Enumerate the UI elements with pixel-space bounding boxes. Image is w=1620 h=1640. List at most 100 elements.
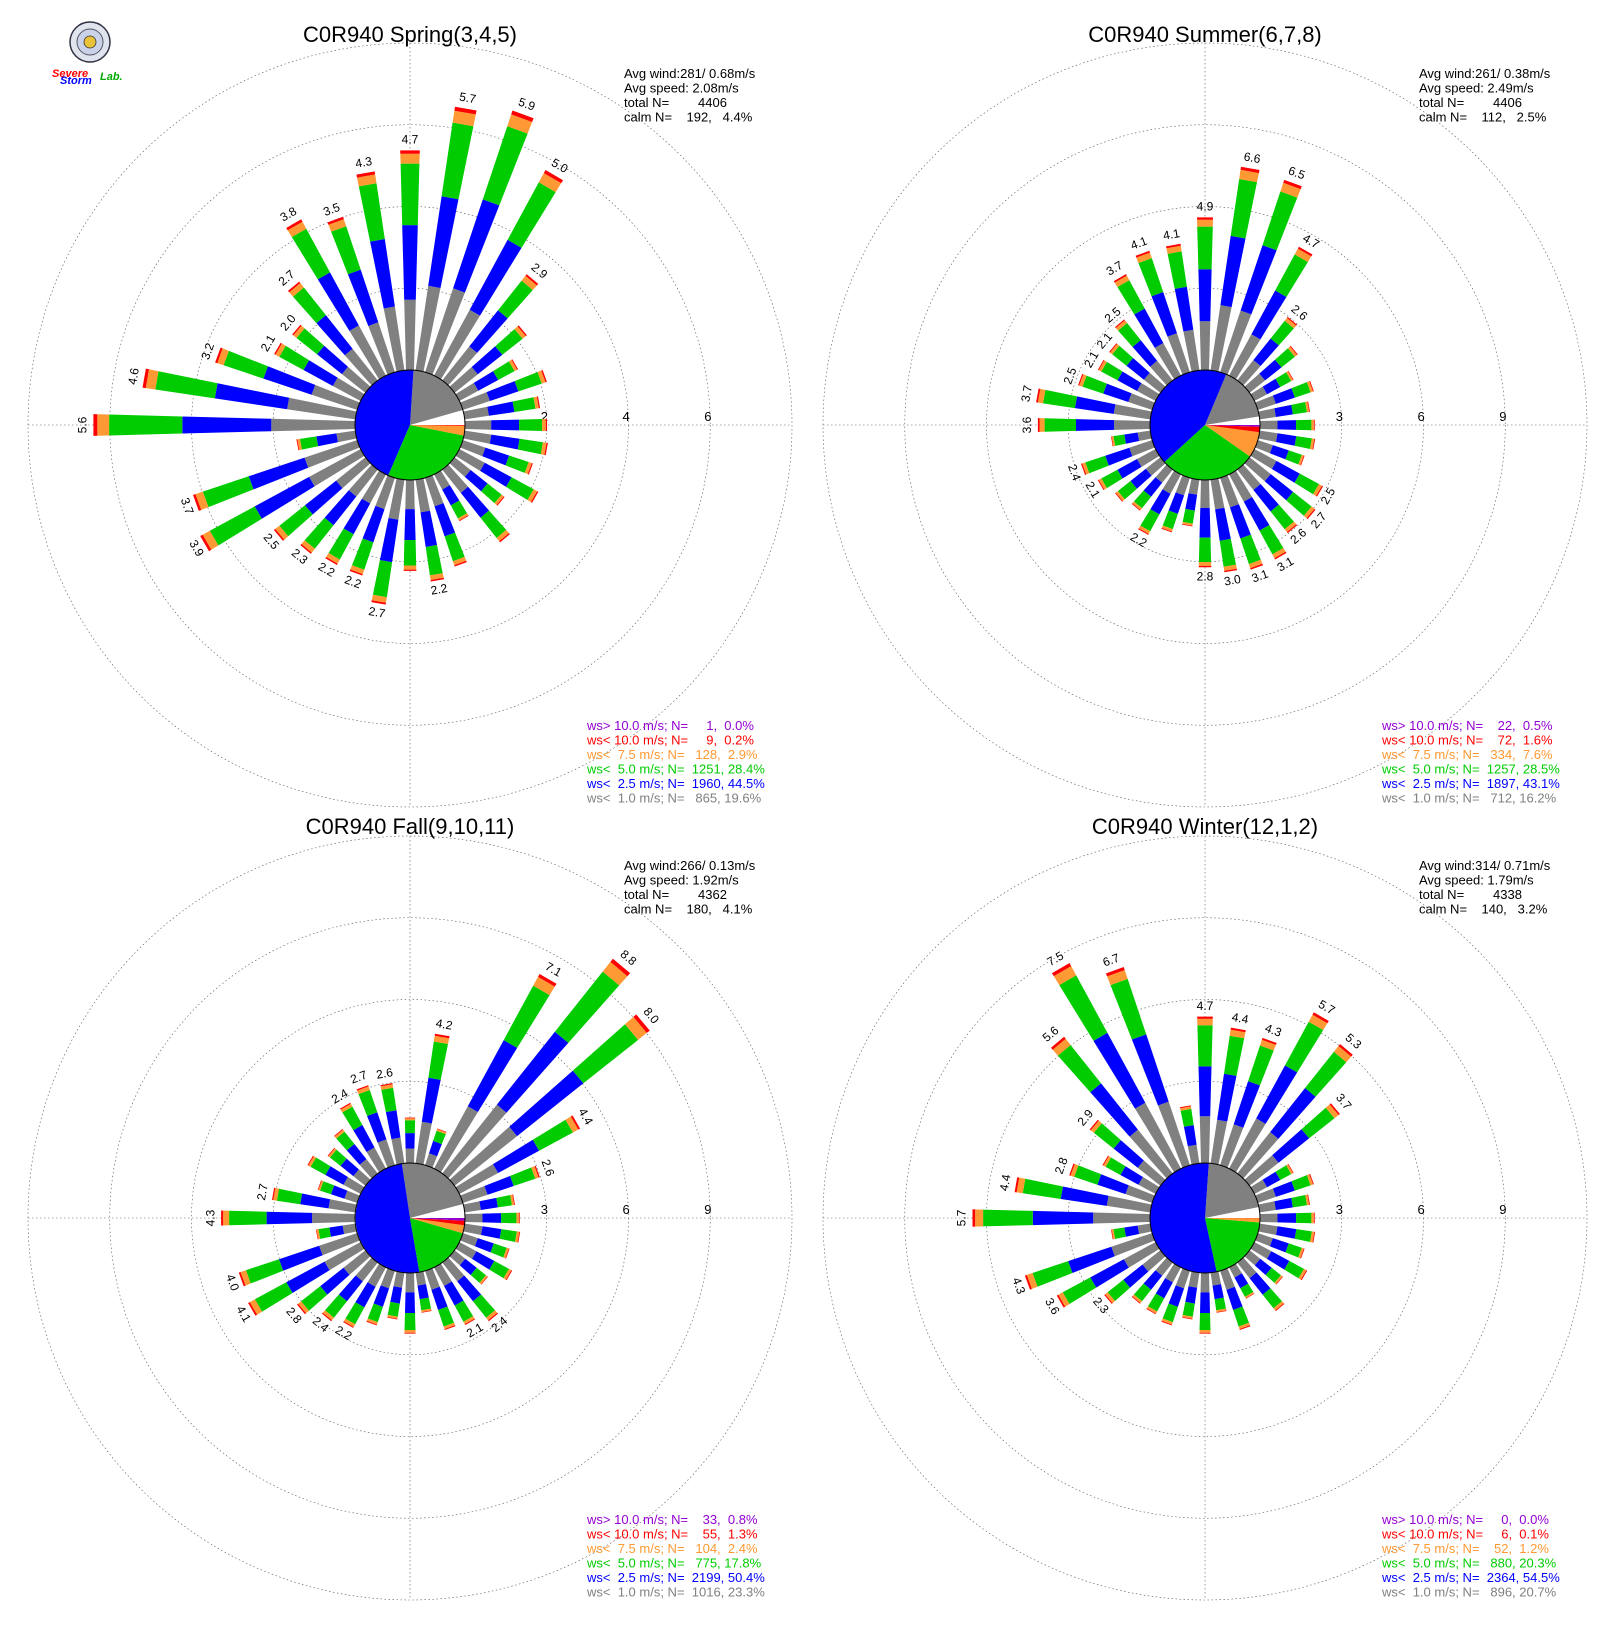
bar-segment bbox=[1161, 527, 1172, 533]
bar-segment bbox=[297, 438, 302, 451]
bar-segment bbox=[1182, 508, 1195, 524]
bar-segment bbox=[464, 470, 488, 492]
logo-text-lab: Lab. bbox=[100, 71, 123, 83]
bar-segment bbox=[524, 462, 532, 475]
bar-segment bbox=[1198, 565, 1212, 568]
bar-segment bbox=[1270, 320, 1294, 346]
panel-title: C0R940 Spring(3,4,5) bbox=[303, 22, 517, 47]
bar-segment bbox=[404, 1118, 416, 1121]
bar-total-label: 2.7 bbox=[368, 604, 387, 621]
bar-total-label: 4.4 bbox=[997, 1173, 1014, 1192]
bar-segment bbox=[1313, 1212, 1315, 1224]
bar-segment bbox=[1056, 1294, 1066, 1308]
bar-segment bbox=[433, 1130, 446, 1145]
bar-segment bbox=[449, 457, 471, 477]
bar-segment bbox=[537, 370, 546, 384]
bar-segment bbox=[983, 1209, 1033, 1227]
windrose-panel-4: 3 6 95.74.42.82.95.67.5 6.74.74.44.35.75.33… bbox=[822, 814, 1588, 1601]
bar-segment bbox=[288, 281, 301, 293]
grid-ring bbox=[822, 835, 1588, 1601]
grid-ring bbox=[904, 917, 1506, 1519]
bar-segment bbox=[317, 1180, 322, 1190]
bar-segment bbox=[425, 545, 443, 576]
pie-slice-calm bbox=[1205, 416, 1260, 425]
bar-segment bbox=[1148, 1293, 1165, 1312]
bar-segment bbox=[1199, 507, 1211, 538]
bar-segment bbox=[1187, 1144, 1200, 1165]
bar-segment bbox=[353, 1169, 371, 1186]
bar-segment bbox=[336, 1131, 355, 1151]
bar-segment bbox=[1200, 1273, 1210, 1293]
bar-segment bbox=[1102, 1155, 1109, 1166]
bar-segment bbox=[229, 1210, 267, 1226]
bar-segment bbox=[488, 1312, 498, 1322]
bar-segment bbox=[443, 1322, 455, 1330]
pie-slice-lt2_5 bbox=[1149, 1162, 1217, 1273]
bar-total-label: 4.7 bbox=[402, 133, 419, 147]
bar-segment bbox=[402, 225, 418, 300]
bar-segment bbox=[1076, 419, 1115, 431]
bar-segment bbox=[1101, 469, 1123, 489]
bar-segment bbox=[1245, 1293, 1255, 1299]
bar-total-label: 8.0 bbox=[641, 1005, 663, 1027]
bar-segment bbox=[1244, 1250, 1261, 1266]
bar-segment bbox=[1291, 1195, 1307, 1208]
bar-segment bbox=[328, 1199, 357, 1213]
bar-segment bbox=[310, 1157, 331, 1175]
bar-segment bbox=[533, 396, 539, 409]
bar-total-label: 4.7 bbox=[1300, 231, 1322, 252]
bar-segment bbox=[1138, 258, 1164, 297]
stat-line: Avg speed: 2.49m/s bbox=[1419, 81, 1534, 96]
bar-segment bbox=[1137, 383, 1160, 401]
bar-segment bbox=[308, 1156, 317, 1167]
bar-segment bbox=[444, 1325, 456, 1330]
bar-segment bbox=[349, 325, 386, 380]
bar-total-label: 5.9 bbox=[517, 95, 538, 114]
bar-segment bbox=[1301, 1107, 1335, 1139]
bar-segment bbox=[474, 1238, 494, 1253]
bar-segment bbox=[328, 528, 354, 560]
bar-segment bbox=[1284, 1260, 1304, 1279]
bar-segment bbox=[334, 1129, 343, 1137]
bar-segment bbox=[570, 1115, 581, 1130]
bar-segment bbox=[1254, 1258, 1272, 1275]
bar-segment bbox=[508, 359, 518, 372]
bar-segment bbox=[1229, 1118, 1266, 1173]
bar-segment bbox=[366, 1147, 386, 1173]
bar-segment bbox=[1111, 1229, 1114, 1240]
bar-segment bbox=[1137, 1160, 1166, 1186]
bar-segment bbox=[1233, 1306, 1249, 1327]
bar-segment bbox=[1255, 440, 1273, 454]
stat-line: Avg wind:314/ 0.71m/s bbox=[1419, 858, 1551, 873]
bar-segment bbox=[507, 182, 556, 248]
bar-segment bbox=[1296, 1212, 1312, 1224]
bar-segment bbox=[405, 1273, 415, 1293]
bar-segment bbox=[514, 372, 542, 392]
bar-segment bbox=[455, 1164, 499, 1194]
legend-entry-lt1: ws< 1.0 m/s; N= 865, 19.6% bbox=[586, 791, 762, 806]
bar-segment bbox=[387, 1301, 400, 1317]
grid-ring bbox=[27, 42, 793, 808]
bar-segment bbox=[1165, 1263, 1181, 1283]
bar-segment bbox=[344, 1190, 360, 1203]
stat-line: Avg speed: 1.92m/s bbox=[624, 873, 739, 888]
bar-segment bbox=[1154, 343, 1181, 380]
bar-segment bbox=[454, 560, 467, 567]
bar-segment bbox=[200, 534, 212, 552]
bar-segment bbox=[334, 1129, 345, 1139]
bar-total-label: 3.5 bbox=[321, 200, 342, 219]
bar-segment bbox=[1305, 1194, 1310, 1206]
bar-segment bbox=[1250, 1242, 1272, 1259]
bar-segment bbox=[1303, 506, 1315, 519]
bar-segment bbox=[1060, 1186, 1109, 1206]
bar-segment bbox=[1161, 1318, 1173, 1325]
bar-segment bbox=[1253, 338, 1279, 366]
bar-segment bbox=[1059, 975, 1108, 1041]
bar-segment bbox=[292, 324, 302, 336]
bar-segment bbox=[1198, 537, 1212, 562]
windrose-panel-2: 3 6 93.63.72.52.12.12.53.74.1 4.14.96.66.54… bbox=[822, 22, 1588, 808]
bar-segment bbox=[1113, 434, 1126, 446]
bar-segment bbox=[1182, 1314, 1193, 1319]
legend-entry-gt10: ws> 10.0 m/s; N= 1, 0.0% bbox=[586, 718, 754, 733]
bar-segment bbox=[480, 462, 512, 487]
